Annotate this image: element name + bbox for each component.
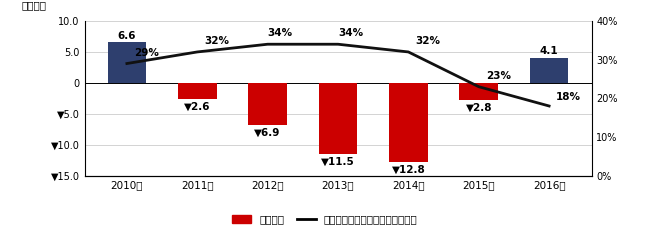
- Bar: [318, 83, 358, 154]
- Text: 32%: 32%: [204, 36, 229, 46]
- Text: ▼2.6: ▼2.6: [184, 101, 211, 111]
- Text: ▼2.8: ▼2.8: [465, 102, 492, 113]
- Text: ▼6.9: ▼6.9: [254, 128, 281, 138]
- Bar: [248, 83, 287, 125]
- Bar: [178, 83, 216, 99]
- Text: ▼12.8: ▼12.8: [391, 164, 425, 174]
- Bar: [460, 83, 498, 100]
- Text: （兆円）: （兆円）: [22, 0, 47, 10]
- Text: 6.6: 6.6: [118, 30, 136, 40]
- Text: 32%: 32%: [415, 36, 441, 46]
- Text: ▼11.5: ▼11.5: [321, 156, 355, 166]
- Bar: [107, 42, 146, 83]
- Text: 18%: 18%: [556, 92, 581, 102]
- Legend: 貿易収支, 輸入額に占める銃物性燃料の割合: 貿易収支, 輸入額に占める銃物性燃料の割合: [228, 210, 422, 229]
- Bar: [389, 83, 428, 162]
- Text: 29%: 29%: [134, 48, 159, 58]
- Bar: [530, 58, 569, 83]
- Text: 34%: 34%: [268, 29, 293, 38]
- Text: 23%: 23%: [486, 71, 511, 81]
- Text: 34%: 34%: [338, 29, 363, 38]
- Text: 4.1: 4.1: [540, 46, 558, 56]
